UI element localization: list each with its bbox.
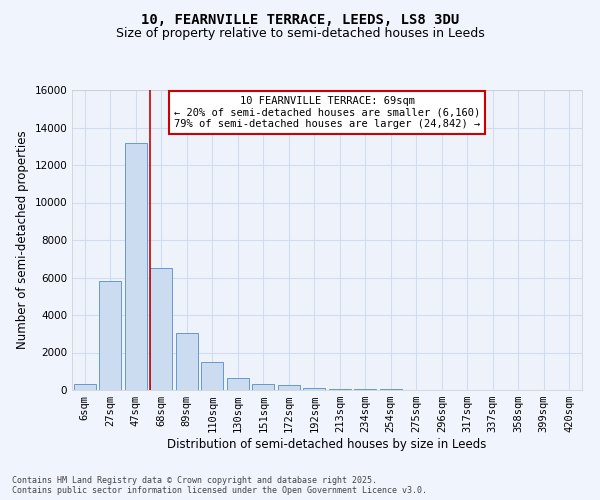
Bar	[227, 378, 248, 390]
Bar	[176, 333, 197, 390]
Bar	[253, 384, 274, 390]
Bar	[151, 268, 172, 390]
Text: 10, FEARNVILLE TERRACE, LEEDS, LS8 3DU: 10, FEARNVILLE TERRACE, LEEDS, LS8 3DU	[141, 12, 459, 26]
Text: Size of property relative to semi-detached houses in Leeds: Size of property relative to semi-detach…	[116, 28, 484, 40]
Bar	[304, 388, 325, 390]
Bar	[100, 281, 121, 390]
Text: Contains HM Land Registry data © Crown copyright and database right 2025.
Contai: Contains HM Land Registry data © Crown c…	[12, 476, 427, 495]
X-axis label: Distribution of semi-detached houses by size in Leeds: Distribution of semi-detached houses by …	[167, 438, 487, 451]
Bar	[355, 389, 376, 390]
Text: 10 FEARNVILLE TERRACE: 69sqm
← 20% of semi-detached houses are smaller (6,160)
7: 10 FEARNVILLE TERRACE: 69sqm ← 20% of se…	[174, 96, 480, 129]
Bar	[278, 386, 299, 390]
Bar	[74, 384, 95, 390]
Y-axis label: Number of semi-detached properties: Number of semi-detached properties	[16, 130, 29, 350]
Bar	[125, 142, 146, 390]
Bar	[202, 362, 223, 390]
Bar	[329, 388, 350, 390]
